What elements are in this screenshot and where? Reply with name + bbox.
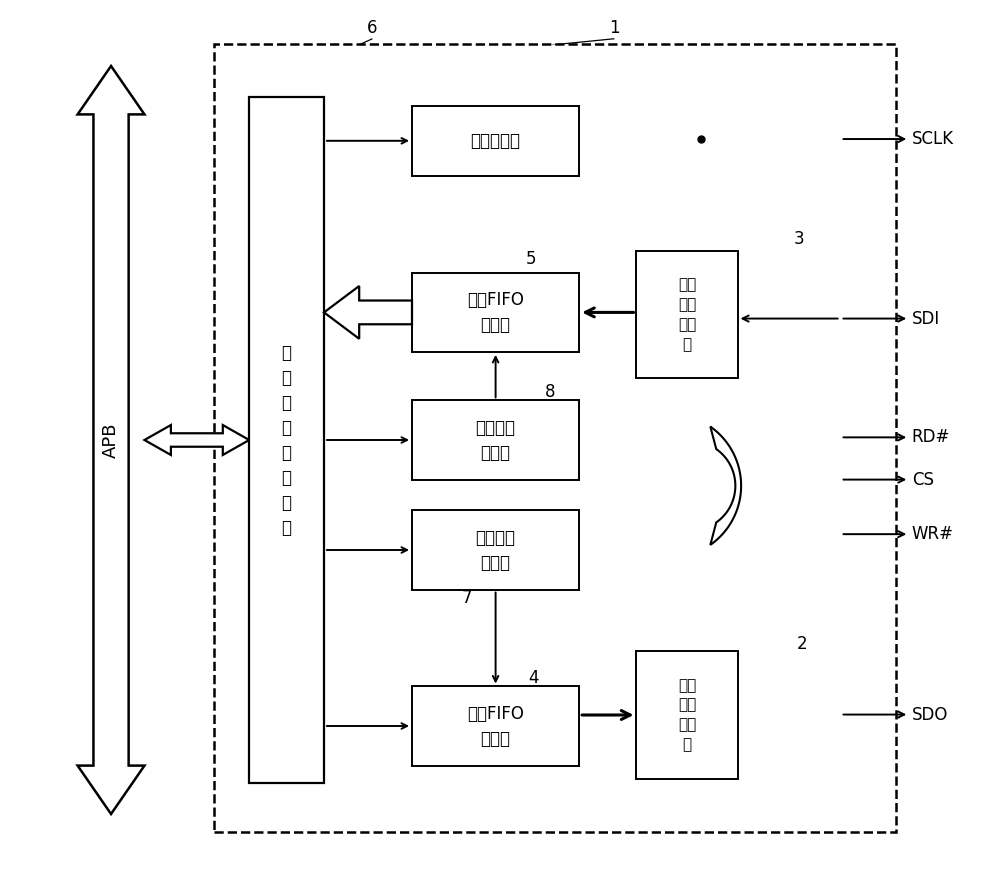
Polygon shape <box>144 425 249 455</box>
Polygon shape <box>78 66 144 814</box>
Polygon shape <box>710 427 741 545</box>
Text: WR#: WR# <box>912 525 954 543</box>
Text: 7: 7 <box>461 590 472 607</box>
Text: 接收
移位
寄存
器: 接收 移位 寄存 器 <box>678 277 696 352</box>
Bar <box>214 44 896 832</box>
Bar <box>412 273 579 352</box>
Text: RD#: RD# <box>912 429 950 446</box>
Bar <box>249 97 324 783</box>
Text: 4: 4 <box>528 669 539 686</box>
Text: 3: 3 <box>794 231 805 248</box>
Bar <box>412 510 579 590</box>
Text: 8: 8 <box>545 384 555 401</box>
Text: SDO: SDO <box>912 706 948 723</box>
Text: SCLK: SCLK <box>912 130 954 148</box>
Text: 1: 1 <box>609 19 620 37</box>
Text: 2: 2 <box>797 635 807 653</box>
Text: 发送控制
状态机: 发送控制 状态机 <box>476 529 516 571</box>
Bar <box>636 251 738 378</box>
Bar <box>412 400 579 480</box>
Text: 外
围
总
线
接
口
模
块: 外 围 总 线 接 口 模 块 <box>282 343 292 537</box>
Text: 发送
移位
寄存
器: 发送 移位 寄存 器 <box>678 678 696 752</box>
Text: CS: CS <box>912 471 934 488</box>
Polygon shape <box>324 286 412 339</box>
Text: 接收控制
状态机: 接收控制 状态机 <box>476 419 516 461</box>
Text: APB: APB <box>102 422 120 458</box>
Bar <box>412 106 579 176</box>
Text: 6: 6 <box>367 19 378 37</box>
Text: SDI: SDI <box>912 310 940 327</box>
Text: 接收FIFO
缓存器: 接收FIFO 缓存器 <box>467 291 524 334</box>
Bar <box>636 651 738 779</box>
Text: 5: 5 <box>526 250 536 268</box>
Text: 发送FIFO
缓存器: 发送FIFO 缓存器 <box>467 705 524 747</box>
Text: 时钟分屏器: 时钟分屏器 <box>471 132 521 150</box>
Bar <box>412 686 579 766</box>
